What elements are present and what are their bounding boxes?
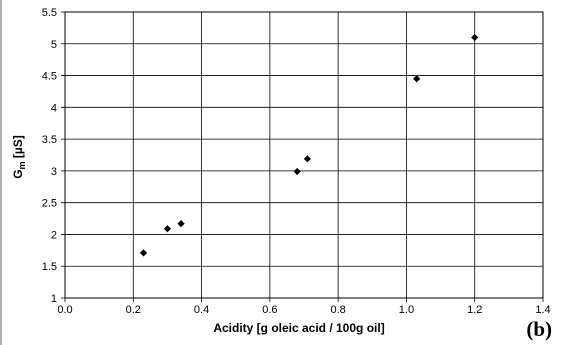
data-point-diamond bbox=[471, 33, 479, 42]
x-tick-label: 0.4 bbox=[194, 304, 209, 316]
y-tick-labels: 1 1.5 2 2.5 3 3.5 4 4.5 5 5.5 bbox=[42, 7, 57, 305]
x-tick-label: 0.6 bbox=[262, 304, 277, 316]
y-tick-label: 1 bbox=[51, 293, 57, 305]
x-tick-labels: 0.0 0.2 0.4 0.6 0.8 1.0 1.2 1.4 bbox=[57, 304, 550, 316]
data-point-diamond bbox=[139, 249, 148, 257]
y-tick-label: 3.5 bbox=[42, 134, 57, 146]
panel-label: (b) bbox=[526, 317, 552, 341]
y-tick-label: 4 bbox=[51, 102, 57, 114]
data-point-diamond bbox=[413, 75, 421, 83]
y-axis-title-symbol: G bbox=[11, 169, 25, 178]
data-point-diamond bbox=[303, 155, 312, 163]
x-tick-label: 0.8 bbox=[330, 304, 345, 316]
x-tick-label: 0.0 bbox=[57, 304, 72, 316]
data-point-diamond bbox=[293, 167, 301, 176]
grid-lines bbox=[61, 11, 544, 302]
x-tick-label: 0.2 bbox=[126, 304, 141, 316]
y-tick-label: 5.5 bbox=[42, 7, 57, 19]
x-axis-title: Acidity [g oleic acid / 100g oil] bbox=[213, 321, 384, 335]
y-tick-label: 1.5 bbox=[42, 261, 57, 273]
x-tick-label: 1.2 bbox=[467, 304, 482, 316]
y-tick-label: 5 bbox=[51, 39, 57, 51]
y-tick-label: 2.5 bbox=[42, 198, 57, 210]
y-tick-label: 4.5 bbox=[42, 71, 57, 83]
y-axis-title: Gm [µS] bbox=[11, 135, 27, 179]
data-point-diamond bbox=[163, 225, 172, 233]
data-point-diamond bbox=[177, 220, 185, 228]
y-tick-label: 2 bbox=[51, 229, 57, 241]
data-points bbox=[139, 33, 479, 257]
y-tick-label: 3 bbox=[51, 166, 57, 178]
x-tick-label: 1.4 bbox=[535, 304, 550, 316]
x-tick-label: 1.0 bbox=[399, 304, 414, 316]
y-axis-title-unit: [µS] bbox=[11, 135, 25, 161]
plot-area-frame bbox=[64, 11, 544, 299]
y-axis-title-subscript: m bbox=[17, 161, 27, 169]
